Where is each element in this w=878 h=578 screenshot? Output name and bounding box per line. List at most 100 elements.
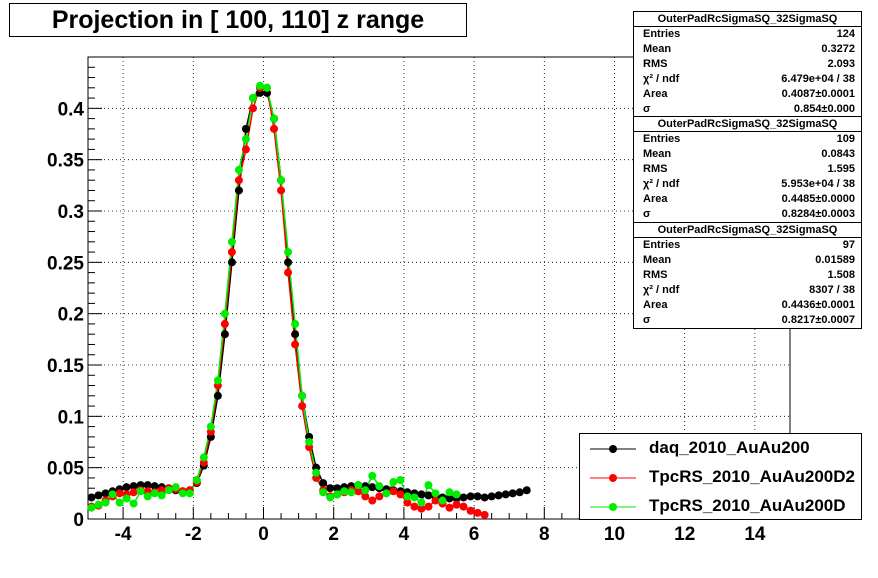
data-point: [150, 489, 159, 498]
series-line-1: [91, 87, 485, 516]
data-point: [480, 493, 489, 502]
data-point: [157, 491, 166, 500]
data-point: [347, 488, 356, 497]
stats-key: Area: [643, 88, 668, 100]
data-point: [494, 491, 503, 500]
x-tick-label: -4: [115, 524, 132, 545]
data-point: [480, 510, 489, 519]
data-point: [129, 499, 138, 508]
data-point: [220, 330, 229, 339]
stats-value: 0.8284±0.0003: [781, 208, 855, 220]
y-tick-label: 0.1: [58, 407, 85, 428]
data-point: [473, 492, 482, 501]
stats-key: RMS: [643, 163, 668, 175]
data-point: [522, 486, 531, 495]
data-point: [192, 475, 201, 484]
stats-value: 0.8217±0.0007: [781, 314, 855, 326]
data-point: [234, 176, 243, 185]
data-point: [94, 500, 103, 509]
legend-entry-daq: daq_2010_AuAu200: [580, 434, 861, 463]
data-point: [213, 391, 222, 400]
stats-value: 2.093: [827, 58, 855, 70]
stats-box-1: OuterPadRcSigmaSQ_32SigmaSQ Entries 124 M…: [633, 11, 862, 118]
data-point: [171, 483, 180, 492]
data-point: [101, 489, 110, 498]
data-point: [473, 508, 482, 517]
stats-key: σ: [643, 208, 651, 220]
stats-value: 0.0843: [821, 148, 855, 160]
data-point: [452, 500, 461, 509]
data-point: [403, 492, 412, 501]
x-tick-label: 14: [744, 524, 766, 545]
legend-marker-black: [590, 445, 636, 453]
x-tick-label: 8: [539, 524, 550, 545]
stats-key: χ² / ndf: [643, 73, 680, 85]
legend-entry-tpcrs-d2: TpcRS_2010_AuAu200D2: [580, 463, 861, 492]
data-point: [459, 493, 468, 502]
stats-key: σ: [643, 314, 651, 326]
data-point: [291, 330, 300, 339]
x-tick-label: -2: [185, 524, 202, 545]
stats-value: 124: [836, 28, 855, 40]
data-point: [319, 479, 328, 488]
data-point: [445, 488, 454, 497]
data-point: [375, 492, 384, 501]
legend-label: daq_2010_AuAu200: [649, 438, 810, 457]
stats-value: 5.953e+04 / 38: [781, 178, 855, 190]
data-point: [129, 488, 138, 497]
stats-key: Mean: [643, 148, 672, 160]
stats-key: Entries: [643, 28, 681, 40]
data-point: [368, 496, 377, 505]
data-point: [333, 490, 342, 499]
legend-label: TpcRS_2010_AuAu200D2: [649, 467, 855, 486]
data-point: [354, 487, 363, 496]
data-point: [185, 489, 194, 498]
stats-value: 0.4087±0.0001: [781, 88, 855, 100]
data-point: [129, 482, 138, 491]
data-point: [417, 504, 426, 513]
stats-header: OuterPadRcSigmaSQ_32SigmaSQ: [634, 117, 861, 132]
data-point: [361, 486, 370, 495]
legend-marker-green: [590, 503, 636, 511]
stats-key: RMS: [643, 269, 668, 281]
data-points: [87, 81, 531, 519]
data-point: [368, 483, 377, 492]
data-point: [108, 490, 117, 499]
stats-key: Mean: [643, 43, 672, 55]
data-point: [333, 484, 342, 493]
stats-key: Area: [643, 193, 668, 205]
y-tick-label: 0.3: [58, 202, 84, 223]
data-point: [319, 488, 328, 497]
data-point: [234, 165, 243, 174]
data-point: [284, 258, 293, 267]
data-point: [136, 487, 145, 496]
stats-key: Entries: [643, 133, 681, 145]
data-point: [284, 268, 293, 277]
y-tick-label: 0.4: [58, 99, 85, 120]
data-point: [424, 502, 433, 511]
stats-value: 0.3272: [821, 43, 855, 55]
data-point: [122, 483, 131, 492]
y-tick-label: 0.05: [47, 459, 84, 480]
data-point: [122, 494, 131, 503]
x-tick-label: 4: [399, 524, 410, 545]
data-point: [227, 248, 236, 257]
data-point: [466, 506, 475, 515]
data-point: [305, 438, 314, 446]
data-point: [241, 124, 250, 133]
data-point: [340, 487, 349, 496]
stats-value: 0.4436±0.0001: [781, 299, 855, 311]
legend: daq_2010_AuAu200 TpcRS_2010_AuAu200D2 Tp…: [579, 433, 862, 520]
x-tick-label: 10: [604, 524, 625, 545]
data-point: [248, 94, 257, 103]
data-point: [150, 482, 159, 491]
stats-key: χ² / ndf: [643, 178, 680, 190]
data-point: [501, 490, 510, 499]
data-point: [206, 422, 215, 431]
stats-key: Mean: [643, 254, 672, 266]
data-point: [326, 484, 335, 493]
data-point: [234, 186, 243, 195]
data-point: [445, 494, 454, 503]
stats-value: 1.595: [827, 163, 855, 175]
legend-entry-tpcrs-d: TpcRS_2010_AuAu200D: [580, 492, 861, 521]
